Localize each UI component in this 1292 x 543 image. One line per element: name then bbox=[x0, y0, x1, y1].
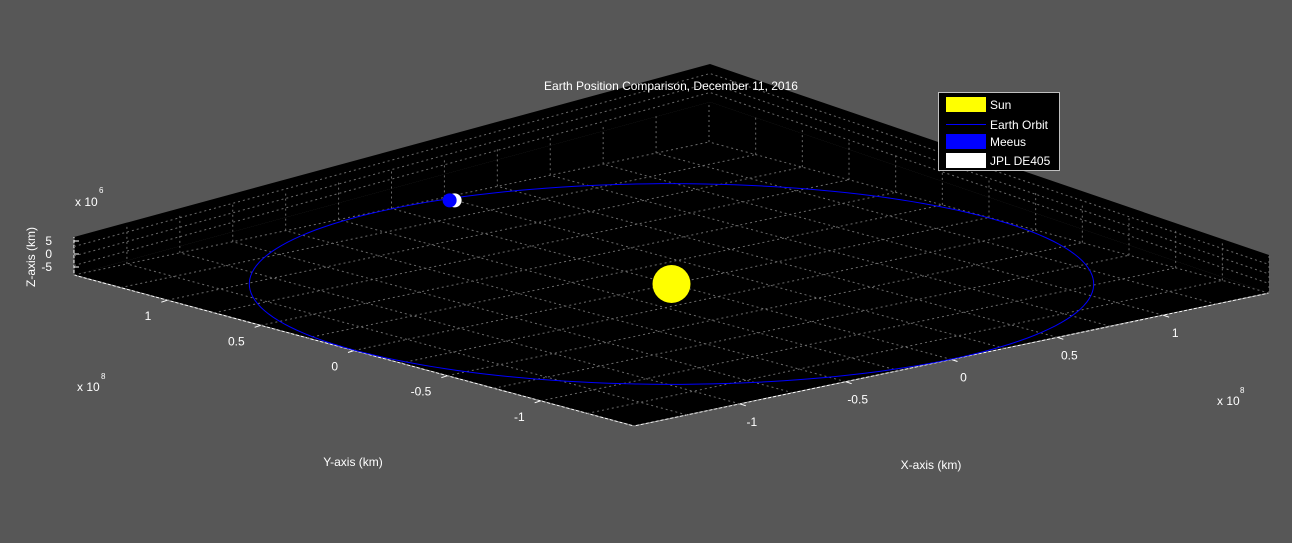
y-tick-mark bbox=[161, 299, 168, 303]
grid-line-y bbox=[167, 166, 803, 301]
x-tick-label: 0.5 bbox=[1061, 348, 1078, 362]
floor-plane bbox=[74, 102, 1269, 426]
x-exponent: x 10 8 bbox=[1217, 386, 1245, 408]
grid-line-x bbox=[179, 252, 740, 405]
sun-marker bbox=[652, 265, 691, 303]
svg-text:x 10: x 10 bbox=[1217, 394, 1240, 408]
y-axis-label: Y-axis (km) bbox=[323, 455, 383, 469]
y-tick-mark bbox=[254, 324, 261, 328]
svg-text:x 10: x 10 bbox=[75, 195, 98, 209]
y-tick-label: -1 bbox=[514, 410, 525, 424]
y-tick-mark bbox=[441, 375, 448, 379]
svg-text:8: 8 bbox=[1240, 386, 1245, 395]
svg-text:x 10: x 10 bbox=[77, 380, 100, 394]
legend-item-earth-orbit: Earth Orbit bbox=[939, 116, 1059, 134]
grid-line-x bbox=[126, 263, 688, 416]
chart-title: Earth Position Comparison, December 11, … bbox=[544, 79, 798, 93]
y-tick-label: 1 bbox=[145, 309, 152, 323]
y-tick-label: 0.5 bbox=[228, 334, 245, 348]
z-tick-label: 5 bbox=[45, 234, 52, 248]
x-tick-label: -1 bbox=[746, 415, 757, 429]
back-wall-left bbox=[74, 64, 710, 275]
meeus-swatch bbox=[946, 134, 986, 149]
x-axis-label: X-axis (km) bbox=[901, 458, 962, 472]
legend: Sun Earth Orbit Meeus JPL DE405 bbox=[938, 92, 1060, 171]
x-tick-mark bbox=[845, 381, 852, 385]
earth-orbit-line bbox=[248, 183, 1095, 385]
x-tick-label: 1 bbox=[1172, 326, 1179, 340]
y-tick-label: 0 bbox=[331, 360, 338, 374]
grid-line-y bbox=[447, 242, 1083, 377]
z-tick-label: -5 bbox=[41, 260, 52, 274]
x-tick-mark bbox=[951, 359, 958, 362]
z-axis-label: Z-axis (km) bbox=[24, 227, 38, 287]
x-tick-mark bbox=[1057, 336, 1064, 340]
x-tick-label: -0.5 bbox=[847, 393, 868, 407]
meeus-marker bbox=[442, 193, 457, 208]
grid-line-x bbox=[603, 163, 1164, 316]
x-tick-mark bbox=[739, 403, 746, 407]
plot-series bbox=[248, 183, 1095, 385]
grid-line-x bbox=[655, 152, 1217, 305]
x-tick-label: 0 bbox=[960, 371, 967, 385]
grid-line-y bbox=[307, 204, 943, 339]
grid-line-x bbox=[550, 174, 1111, 327]
legend-item-jpl: JPL DE405 bbox=[939, 152, 1059, 170]
y-tick-mark bbox=[347, 350, 355, 353]
legend-label: Sun bbox=[990, 98, 1012, 112]
grid-line-x bbox=[232, 241, 793, 394]
y-exponent: x 10 8 bbox=[77, 372, 106, 394]
grid-line-x bbox=[497, 185, 1058, 338]
jpl-swatch bbox=[946, 153, 986, 168]
sun-swatch bbox=[946, 97, 986, 112]
svg-text:6: 6 bbox=[99, 186, 104, 195]
svg-text:8: 8 bbox=[101, 372, 106, 381]
legend-item-meeus: Meeus bbox=[939, 133, 1059, 151]
grid-line-y bbox=[587, 279, 1223, 414]
y-tick-mark bbox=[534, 400, 541, 404]
z-exponent: x 10 6 bbox=[75, 186, 104, 209]
x-tick-mark bbox=[1163, 314, 1170, 318]
legend-label: Earth Orbit bbox=[990, 118, 1049, 132]
legend-item-sun: Sun bbox=[939, 96, 1059, 114]
grid-line-y bbox=[120, 154, 756, 289]
legend-label: Meeus bbox=[990, 135, 1027, 149]
z-tick-label: 0 bbox=[45, 247, 52, 261]
y-tick-label: -0.5 bbox=[411, 385, 432, 399]
grid-line-x bbox=[444, 196, 1005, 349]
orbit-line-swatch bbox=[946, 124, 986, 125]
legend-label: JPL DE405 bbox=[990, 154, 1051, 168]
